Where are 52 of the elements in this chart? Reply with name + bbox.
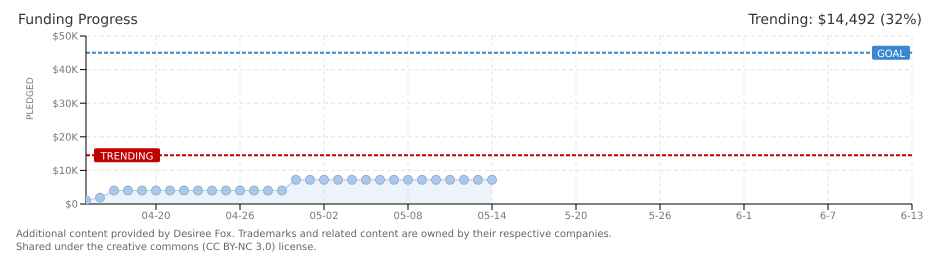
- point: [193, 186, 203, 196]
- y-tick-label: $20K: [52, 132, 78, 144]
- point: [473, 174, 483, 185]
- point: [291, 174, 301, 185]
- chart-title: Funding Progress: [18, 12, 138, 28]
- point: [389, 174, 399, 185]
- point: [137, 186, 147, 196]
- point: [459, 174, 469, 185]
- point: [207, 186, 217, 196]
- point: [123, 186, 133, 196]
- y-tick-label: $30K: [52, 98, 78, 110]
- point: [305, 174, 315, 185]
- point: [319, 174, 329, 185]
- ref-line-label: TRENDING: [100, 151, 154, 162]
- point: [333, 174, 343, 185]
- point: [403, 174, 413, 185]
- point: [277, 186, 287, 196]
- y-axis-title: PLEDGED: [26, 77, 36, 120]
- point: [375, 174, 385, 185]
- point: [221, 186, 231, 196]
- point: [179, 186, 189, 196]
- x-tick-label: 6-1: [736, 211, 752, 222]
- chart-subtitle: Trending: $14,492 (32%): [748, 12, 922, 28]
- x-tick-label: 5-26: [648, 211, 672, 222]
- y-tick-label: $50K: [52, 32, 78, 43]
- x-tick-label: 04-20: [141, 211, 171, 222]
- point: [431, 174, 441, 185]
- x-tick-label: 04-26: [225, 211, 255, 222]
- x-tick-label: 5-20: [564, 211, 588, 222]
- ref-line-label: GOAL: [877, 48, 906, 60]
- point: [165, 186, 175, 196]
- point: [263, 186, 273, 196]
- point: [487, 174, 497, 185]
- x-tick-label: 6-13: [900, 211, 924, 222]
- y-tick-label: $0: [65, 200, 78, 211]
- x-tick-label: 05-14: [477, 211, 507, 222]
- x-tick-label: 05-02: [309, 211, 339, 222]
- point: [235, 186, 245, 196]
- y-tick-label: $10K: [52, 166, 78, 177]
- point: [109, 186, 119, 196]
- point: [361, 174, 371, 185]
- point: [151, 186, 161, 196]
- point: [95, 192, 105, 203]
- point: [417, 174, 427, 185]
- x-tick-label: 05-08: [393, 211, 423, 222]
- point: [249, 186, 259, 196]
- x-tick-label: 6-7: [820, 211, 836, 222]
- y-tick-label: $40K: [52, 65, 78, 76]
- text: Additional content provided by Desiree Fox. Trademarks and related content are owned by their respective companies.: [16, 228, 613, 241]
- text: Shared under the creative commons (CC BY-NC 3.0) license.: [16, 241, 318, 254]
- point: [445, 174, 455, 185]
- point: [347, 174, 357, 185]
